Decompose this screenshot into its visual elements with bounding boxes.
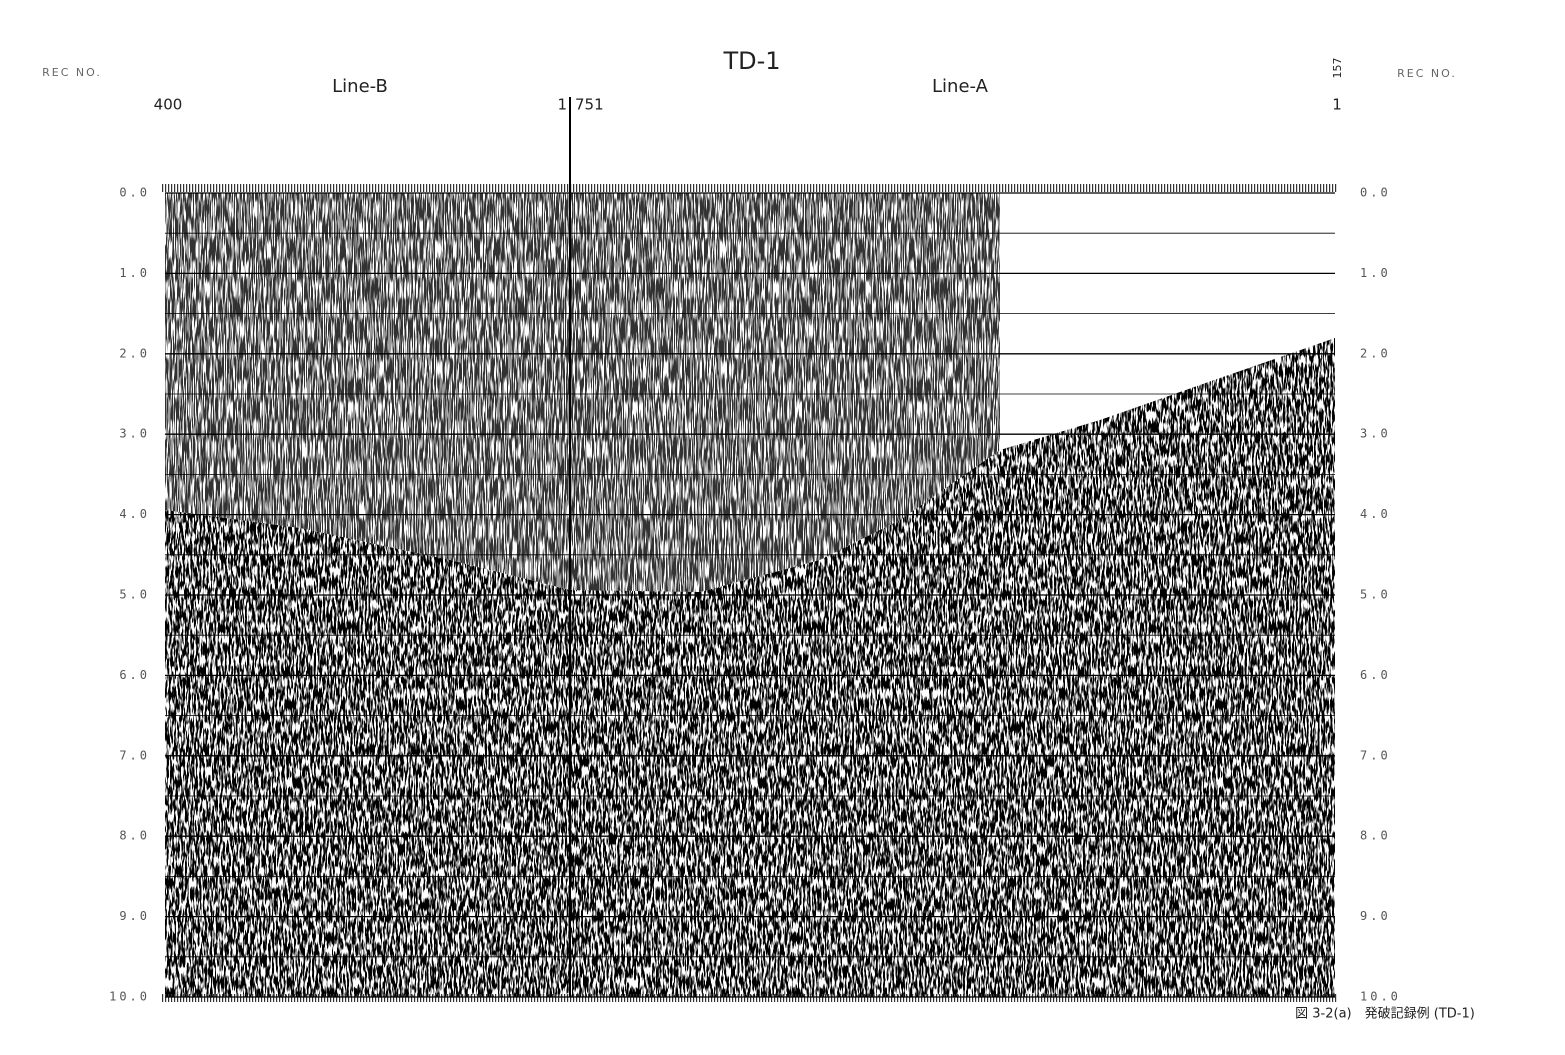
line-label: Line-B	[332, 76, 388, 97]
caption: 図 3-2(a) 発破記録例 (TD-1)	[1295, 1007, 1475, 1022]
y-tick-label-right: 8.0	[1360, 829, 1391, 843]
trace-header	[162, 184, 1337, 192]
y-tick-label-right: 5.0	[1360, 588, 1391, 602]
record-label: 751	[575, 96, 604, 114]
y-tick-label: 4.0	[119, 507, 150, 521]
y-tick-label: 3.0	[119, 427, 150, 441]
y-tick-label-right: 2.0	[1360, 346, 1391, 360]
y-tick-label: 8.0	[119, 829, 150, 843]
y-tick-label-right: 7.0	[1360, 748, 1391, 762]
axis-label-left: REC NO.	[42, 66, 102, 79]
y-tick-label: 5.0	[119, 588, 150, 602]
y-tick-label-right: 9.0	[1360, 909, 1391, 923]
line-label: Line-A	[932, 76, 989, 97]
texture	[165, 193, 1000, 592]
y-tick-label-right: 6.0	[1360, 668, 1391, 682]
y-tick-label: 6.0	[119, 668, 150, 682]
record-label: 157	[1331, 58, 1344, 79]
y-tick-label: 7.0	[119, 748, 150, 762]
trace-footer	[162, 994, 1337, 1002]
record-label: 1	[1332, 96, 1342, 114]
y-tick-label: 9.0	[119, 909, 150, 923]
y-tick-label: 2.0	[119, 346, 150, 360]
y-tick-label-right: 10.0	[1360, 990, 1401, 1004]
y-tick-label-right: 4.0	[1360, 507, 1391, 521]
chart-title: TD-1	[722, 47, 780, 75]
y-tick-label-right: 0.0	[1360, 186, 1391, 200]
axis-label-right: REC NO.	[1397, 67, 1457, 80]
y-tick-label: 1.0	[119, 266, 150, 280]
y-tick-label: 10.0	[109, 990, 150, 1004]
y-tick-label: 0.0	[119, 186, 150, 200]
y-tick-label-right: 1.0	[1360, 266, 1391, 280]
record-label: 400	[154, 96, 183, 114]
record-label: 1	[557, 96, 567, 114]
y-tick-label-right: 3.0	[1360, 427, 1391, 441]
